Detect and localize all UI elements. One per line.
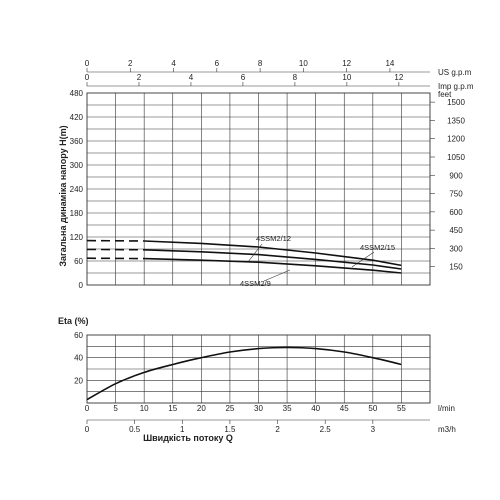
head-panel: 60 120 180 240 300 360 420 480 0 150 300 450 600 750 9… bbox=[70, 89, 466, 290]
lmin-unit-label: l/min bbox=[438, 404, 455, 413]
head-panel-frame bbox=[86, 92, 431, 286]
lmin-tick-label: 5 bbox=[113, 404, 118, 413]
flow-axis-title: Швидкість потоку Q bbox=[143, 433, 233, 443]
m3h-tick-label: 2 bbox=[275, 425, 280, 434]
efficiency-panel: 20 40 60 bbox=[74, 331, 431, 404]
top-axis-tick-label: 6 bbox=[241, 73, 246, 82]
efficiency-y-tick-label: 20 bbox=[74, 376, 83, 385]
head-y-tick-label: 120 bbox=[70, 233, 84, 242]
top-axis-tick-label: 10 bbox=[342, 73, 351, 82]
lmin-tick-label: 0 bbox=[85, 404, 90, 413]
top-axis-tick-label: 4 bbox=[189, 73, 194, 82]
head-y-tick-label: 180 bbox=[70, 209, 84, 218]
top-axis-tick-label: 2 bbox=[137, 73, 142, 82]
feet-tick-label: 1500 bbox=[447, 98, 465, 107]
lmin-tick-label: 55 bbox=[397, 404, 406, 413]
top-axis-tick-label: 2 bbox=[128, 59, 133, 68]
top-axis-tick-label: 8 bbox=[293, 73, 298, 82]
head-curve-label: 4SSM2/15 bbox=[360, 243, 395, 252]
lmin-tick-label: 20 bbox=[197, 404, 206, 413]
head-curve bbox=[144, 249, 402, 270]
m3h-tick-label: 0 bbox=[85, 425, 90, 434]
feet-tick-label: 1350 bbox=[447, 116, 465, 125]
top-axis-tick-label: 14 bbox=[385, 59, 394, 68]
m3h-tick-label: 2.5 bbox=[320, 425, 332, 434]
top-axis-unit-label: US g.p.m bbox=[438, 68, 472, 77]
head-curve-label: 4SSM2/9 bbox=[240, 279, 271, 288]
head-y-tick-label: 0 bbox=[79, 281, 84, 290]
lmin-tick-label: 40 bbox=[311, 404, 320, 413]
feet-unit-label: feet bbox=[438, 90, 452, 99]
top-axis-tick-label: 10 bbox=[299, 59, 308, 68]
head-curve-label: 4SSM2/12 bbox=[256, 234, 291, 243]
m3h-unit-label: m3/h bbox=[438, 425, 456, 434]
head-axis-title: Загальна динаміка напору H(m) bbox=[58, 125, 68, 266]
feet-tick-label: 300 bbox=[449, 244, 463, 253]
lmin-tick-label: 10 bbox=[140, 404, 149, 413]
feet-tick-label: 900 bbox=[449, 171, 463, 180]
lmin-tick-label: 25 bbox=[225, 404, 234, 413]
feet-tick-label: 150 bbox=[449, 263, 463, 272]
top-axis-unit-label: Imp g.p.m bbox=[438, 82, 474, 91]
feet-tick-label: 1050 bbox=[447, 153, 465, 162]
m3h-tick-label: 3 bbox=[371, 425, 376, 434]
top-axis-tick-label: 4 bbox=[171, 59, 176, 68]
lmin-tick-label: 35 bbox=[283, 404, 292, 413]
head-y-tick-label: 480 bbox=[70, 89, 84, 98]
head-curve bbox=[144, 240, 402, 267]
feet-tick-label: 450 bbox=[449, 226, 463, 235]
efficiency-axis-title: Eta (%) bbox=[58, 316, 89, 326]
lmin-tick-label: 50 bbox=[368, 404, 377, 413]
head-curve-leader bbox=[247, 243, 263, 263]
top-axis-tick-label: 0 bbox=[85, 73, 90, 82]
head-y-tick-label: 300 bbox=[70, 161, 84, 170]
m3h-tick-label: 1 bbox=[180, 425, 185, 434]
top-axis-tick-label: 12 bbox=[394, 73, 403, 82]
feet-tick-label: 750 bbox=[449, 190, 463, 199]
bottom-axes-group: 0 5 10 15 20 25 30 35 40 45 50 55 l/min 0 0.5 1 1.5 2 2.5 3… bbox=[85, 404, 456, 434]
top-axis-tick-label: 6 bbox=[215, 59, 220, 68]
efficiency-y-tick-label: 60 bbox=[74, 331, 83, 340]
top-axis-tick-label: 12 bbox=[342, 59, 351, 68]
lmin-tick-label: 45 bbox=[340, 404, 349, 413]
top-axis-tick-label: 8 bbox=[258, 59, 263, 68]
efficiency-panel-frame bbox=[86, 334, 431, 404]
head-y-tick-label: 420 bbox=[70, 113, 84, 122]
top-axis-tick-label: 0 bbox=[85, 59, 90, 68]
head-curve bbox=[144, 257, 402, 274]
head-curve-leader bbox=[351, 251, 375, 268]
head-y-tick-label: 360 bbox=[70, 137, 84, 146]
head-curve-leader bbox=[263, 269, 291, 282]
head-y-tick-label: 60 bbox=[74, 257, 83, 266]
efficiency-y-tick-label: 40 bbox=[74, 354, 83, 363]
head-y-tick-label: 240 bbox=[70, 185, 84, 194]
m3h-tick-label: 1.5 bbox=[224, 425, 236, 434]
feet-tick-label: 600 bbox=[449, 208, 463, 217]
lmin-tick-label: 30 bbox=[254, 404, 263, 413]
feet-tick-label: 1200 bbox=[447, 135, 465, 144]
m3h-tick-label: 0.5 bbox=[129, 425, 141, 434]
efficiency-curve bbox=[86, 346, 402, 401]
lmin-tick-label: 15 bbox=[168, 404, 177, 413]
